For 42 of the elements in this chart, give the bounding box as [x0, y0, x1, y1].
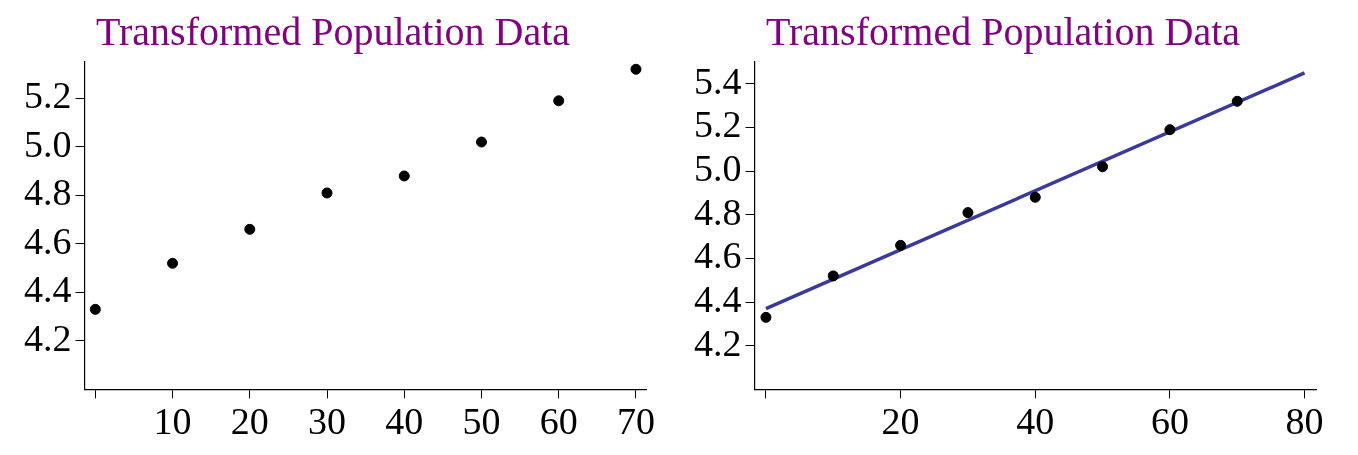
point [1097, 161, 1109, 173]
y-tick-label: 5.0 [694, 147, 742, 190]
chart-title: Transformed Population Data [765, 8, 1241, 54]
point [1164, 124, 1176, 136]
point [630, 63, 642, 75]
chart-title: Transformed Population Data [95, 8, 571, 54]
x-tick-label: 20 [230, 400, 269, 443]
point [244, 223, 256, 235]
y-tick-label: 5.0 [24, 122, 72, 165]
y-tick-label: 4.8 [24, 171, 72, 214]
x-tick-label: 70 [616, 400, 655, 443]
y-tick-label: 5.2 [24, 74, 72, 117]
x-tick-label: 80 [1285, 400, 1324, 443]
y-tick-label: 4.6 [694, 234, 742, 277]
y-tick-label: 5.4 [694, 59, 742, 102]
y-tick-label: 4.2 [24, 316, 72, 359]
y-tick-label: 4.8 [694, 190, 742, 233]
point [760, 311, 772, 323]
point [1231, 95, 1243, 107]
y-tick-label: 4.2 [694, 321, 742, 364]
point [167, 257, 179, 269]
x-tick-label: 30 [308, 400, 347, 443]
point [895, 239, 907, 251]
point [398, 170, 410, 182]
x-tick-label: 40 [385, 400, 424, 443]
point [1029, 191, 1041, 203]
point [553, 95, 565, 107]
point [827, 270, 839, 282]
point [321, 187, 333, 199]
x-tick-label: 10 [153, 400, 192, 443]
x-tick-label: 20 [881, 400, 920, 443]
y-tick-label: 4.4 [694, 278, 742, 321]
x-tick-label: 60 [1150, 400, 1189, 443]
point [962, 207, 974, 219]
x-tick-label: 50 [462, 400, 501, 443]
point [89, 303, 101, 315]
y-tick-label: 5.2 [694, 103, 742, 146]
y-tick-label: 4.4 [24, 268, 72, 311]
x-tick-label: 60 [539, 400, 578, 443]
point [475, 136, 487, 148]
x-tick-label: 40 [1016, 400, 1055, 443]
y-tick-label: 4.6 [24, 219, 72, 262]
